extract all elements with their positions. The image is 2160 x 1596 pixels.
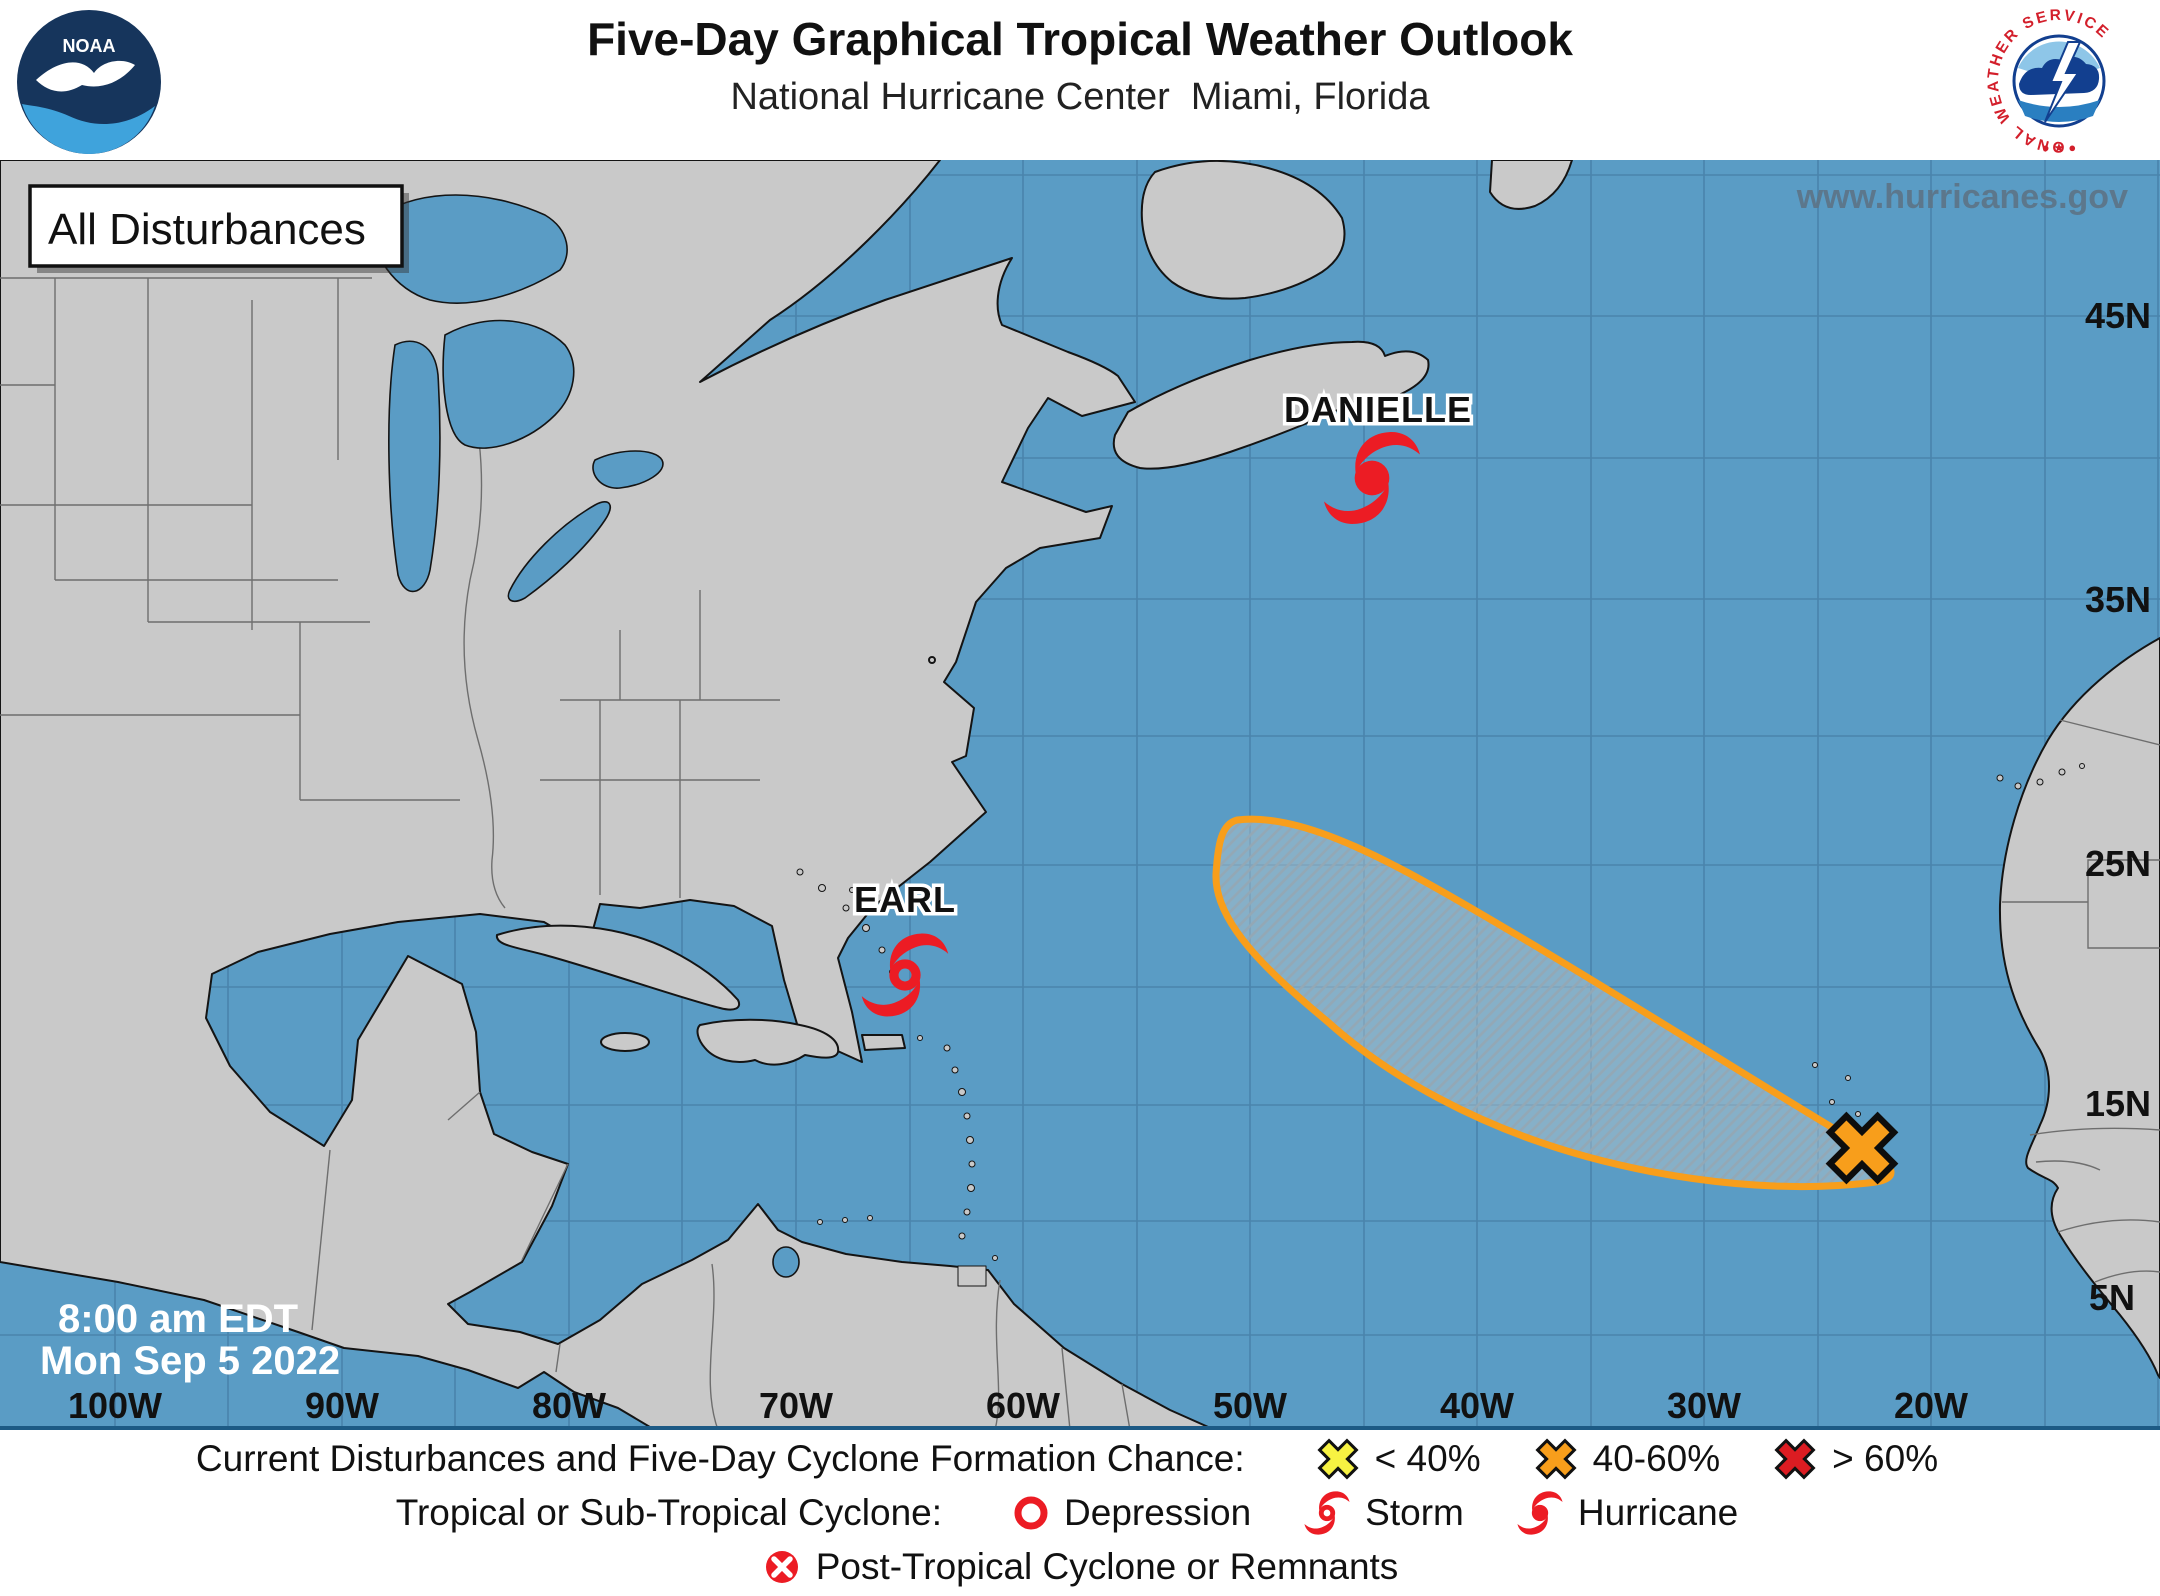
storm-icon — [1303, 1489, 1351, 1537]
land-nova-scotia — [1112, 340, 1430, 470]
hurricane-icon — [1516, 1489, 1564, 1537]
legend-gt60-label: > 60% — [1832, 1438, 1939, 1479]
legend-depression-label: Depression — [1064, 1492, 1252, 1533]
timestamp: 8:00 am EDT Mon Sep 5 2022 — [40, 1297, 340, 1383]
watermark-url: www.hurricanes.gov — [1796, 178, 2128, 216]
lon-label-40w: 40W — [1440, 1385, 1514, 1426]
africa-borders — [2002, 719, 2160, 1283]
legend-row-formation-chance: Current Disturbances and Five-Day Cyclon… — [196, 1433, 1964, 1485]
yellow-x-icon — [1314, 1436, 1361, 1482]
legend-item-gt60: > 60% — [1772, 1436, 1938, 1482]
legend-lt40-label: < 40% — [1374, 1438, 1481, 1479]
lat-label-45n: 45N — [2085, 295, 2151, 336]
great-lakes — [371, 194, 800, 1278]
legend-item-depression: Depression — [1012, 1492, 1251, 1534]
timestamp-time: 8:00 am EDT — [58, 1297, 298, 1341]
lake-erie — [507, 501, 611, 602]
lon-label-50w: 50W — [1213, 1385, 1287, 1426]
legend-cyclone-label: Tropical or Sub-Tropical Cyclone: — [395, 1492, 943, 1533]
lake-ontario — [592, 450, 664, 489]
legend-row-cyclone-types: Tropical or Sub-Tropical Cyclone: Depres… — [396, 1487, 1765, 1539]
land-corner — [1489, 160, 1573, 210]
legend-40-60-label: 40-60% — [1592, 1438, 1721, 1479]
hurricane-danielle-label: DANIELLE — [1284, 389, 1472, 430]
red-x-icon — [1772, 1436, 1819, 1482]
lon-labels: 100W 90W 80W 70W 60W 50W 40W 30W 20W — [68, 1385, 1968, 1426]
lat-label-35n: 35N — [2085, 579, 2151, 620]
legend-formation-label: Current Disturbances and Five-Day Cyclon… — [195, 1438, 1245, 1479]
land-cuba — [495, 924, 740, 1011]
landmass-africa — [1812, 637, 2160, 1379]
page-subtitle: National Hurricane Center Miami, Florida — [730, 76, 1430, 118]
orange-x-icon — [1532, 1436, 1579, 1482]
land-newfoundland — [1140, 160, 1346, 300]
land-bermuda — [928, 656, 936, 664]
legend-item-hurricane: Hurricane — [1516, 1489, 1738, 1537]
land-hispaniola — [696, 1018, 840, 1066]
legend-item-post-tropical: Post-Tropical Cyclone or Remnants — [762, 1546, 1399, 1588]
disturbance-area-40-60[interactable] — [1212, 815, 1895, 1191]
land-jamaica — [600, 1032, 650, 1052]
lon-label-80w: 80W — [532, 1385, 606, 1426]
land-puerto-rico — [861, 1034, 906, 1051]
lon-label-60w: 60W — [986, 1385, 1060, 1426]
storm-earl-label: EARL — [854, 879, 956, 920]
lat-label-15n: 15N — [2085, 1083, 2151, 1124]
all-disturbances-label: All Disturbances — [48, 205, 366, 254]
lake-michigan — [388, 340, 441, 593]
all-disturbances-box: All Disturbances — [28, 184, 409, 273]
nws-logo-icon: NATIONAL WEATHER SERVICE ● ★ ● — [1980, 2, 2137, 159]
lat-label-25n: 25N — [2085, 843, 2151, 884]
land-cape-verde — [1812, 1062, 1861, 1117]
timestamp-date: Mon Sep 5 2022 — [40, 1339, 340, 1383]
lake-superior — [371, 194, 568, 304]
state-borders — [0, 277, 1131, 1430]
header: NOAA Five-Day Graphical Tropical Weather… — [0, 0, 2160, 160]
lon-label-70w: 70W — [759, 1385, 833, 1426]
landmass-americas — [0, 160, 1573, 1430]
legend-storm-label: Storm — [1365, 1492, 1464, 1533]
lon-label-20w: 20W — [1894, 1385, 1968, 1426]
legend-row-post-tropical: Post-Tropical Cyclone or Remnants — [736, 1541, 1425, 1593]
lake-maracaibo — [772, 1246, 800, 1278]
land-canary-islands — [1996, 763, 2085, 790]
lat-labels: 45N 35N 25N 15N 5N — [2085, 295, 2151, 1318]
lon-label-90w: 90W — [305, 1385, 379, 1426]
legend: Current Disturbances and Five-Day Cyclon… — [0, 1430, 2160, 1596]
lon-label-30w: 30W — [1667, 1385, 1741, 1426]
legend-item-storm: Storm — [1303, 1489, 1464, 1537]
legend-item-lt40: < 40% — [1314, 1436, 1481, 1482]
legend-hurricane-label: Hurricane — [1577, 1492, 1739, 1533]
noaa-logo-text: NOAA — [63, 36, 116, 56]
legend-post-tropical-label: Post-Tropical Cyclone or Remnants — [815, 1546, 1399, 1587]
lake-huron — [442, 319, 575, 449]
map-bottom-border — [0, 1426, 2160, 1430]
outlook-map: DANIELLE EARL All Disturbances www.hurri… — [0, 160, 2160, 1430]
noaa-logo-icon: NOAA — [17, 10, 161, 154]
depression-icon — [1012, 1494, 1050, 1532]
page-title: Five-Day Graphical Tropical Weather Outl… — [587, 13, 1573, 65]
legend-item-40-60: 40-60% — [1532, 1436, 1721, 1482]
land-lesser-antilles — [817, 1035, 998, 1287]
lon-label-100w: 100W — [68, 1385, 162, 1426]
post-tropical-icon — [762, 1547, 802, 1587]
lat-label-5n: 5N — [2089, 1277, 2135, 1318]
map-canvas: DANIELLE EARL All Disturbances www.hurri… — [0, 160, 2160, 1430]
nws-logo-stars: ● ★ ● — [2042, 140, 2077, 155]
